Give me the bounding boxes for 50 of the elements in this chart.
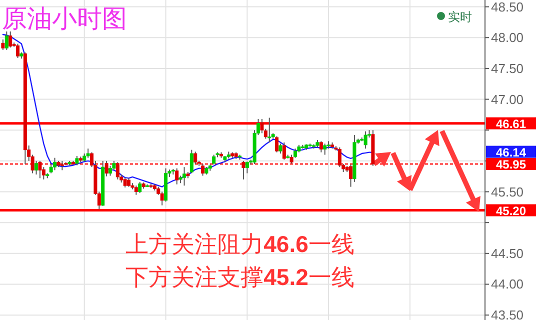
candlestick — [4, 30, 8, 50]
text: 46.14 — [496, 145, 526, 160]
y-tick-label: 47.50 — [491, 60, 524, 76]
candlestick — [190, 149, 194, 174]
line-series — [2, 34, 374, 188]
candlestick — [275, 136, 279, 153]
candlestick — [108, 165, 112, 176]
candlestick — [201, 164, 205, 176]
y-tick-label: 48.00 — [491, 30, 524, 46]
candlestick — [16, 43, 20, 58]
candlestick — [245, 161, 249, 174]
chart-title: 原油小时图 — [2, 4, 127, 33]
y-tick-label: 44.50 — [491, 246, 524, 261]
candlestick — [338, 146, 342, 168]
candlestick — [8, 30, 12, 48]
candlestick — [60, 160, 64, 171]
ref-line-label: 45.95 — [496, 158, 526, 172]
candlestick — [175, 168, 179, 185]
y-tick-label: 44.00 — [491, 276, 524, 292]
annotation: 下方关注支撑45.2一线 — [126, 264, 354, 291]
annotation: 上方关注阻力46.6一线 — [126, 231, 354, 258]
candlestick — [268, 117, 272, 143]
candlestick — [364, 130, 368, 150]
y-tick-label: 43.50 — [491, 308, 524, 320]
candlestick — [116, 162, 120, 180]
candlestick — [75, 155, 79, 166]
y-tick-label: 48.50 — [491, 0, 524, 14]
candlestick — [194, 151, 198, 165]
candlestick — [86, 148, 90, 158]
candlestick — [349, 164, 353, 188]
candlestick — [282, 142, 286, 160]
y-tick-label: 45.50 — [491, 184, 524, 200]
ref-line-label: 46.61 — [496, 116, 526, 131]
ref-line-label: 45.20 — [496, 204, 526, 218]
y-tick-label: 47.00 — [491, 92, 524, 107]
candlestick — [53, 157, 57, 171]
candlestick — [278, 143, 282, 154]
candlestick — [182, 166, 186, 186]
candlestick — [212, 154, 216, 166]
candlestick — [319, 140, 323, 153]
candlestick — [134, 185, 138, 196]
candlestick — [160, 191, 164, 206]
candlestick — [242, 160, 246, 180]
text: 实时 — [448, 10, 472, 24]
candlestick — [38, 160, 42, 179]
candlestick — [138, 181, 142, 194]
candlestick — [1, 38, 5, 50]
candlestick — [323, 143, 327, 156]
candlestick — [123, 177, 127, 188]
candlestick — [34, 160, 38, 175]
